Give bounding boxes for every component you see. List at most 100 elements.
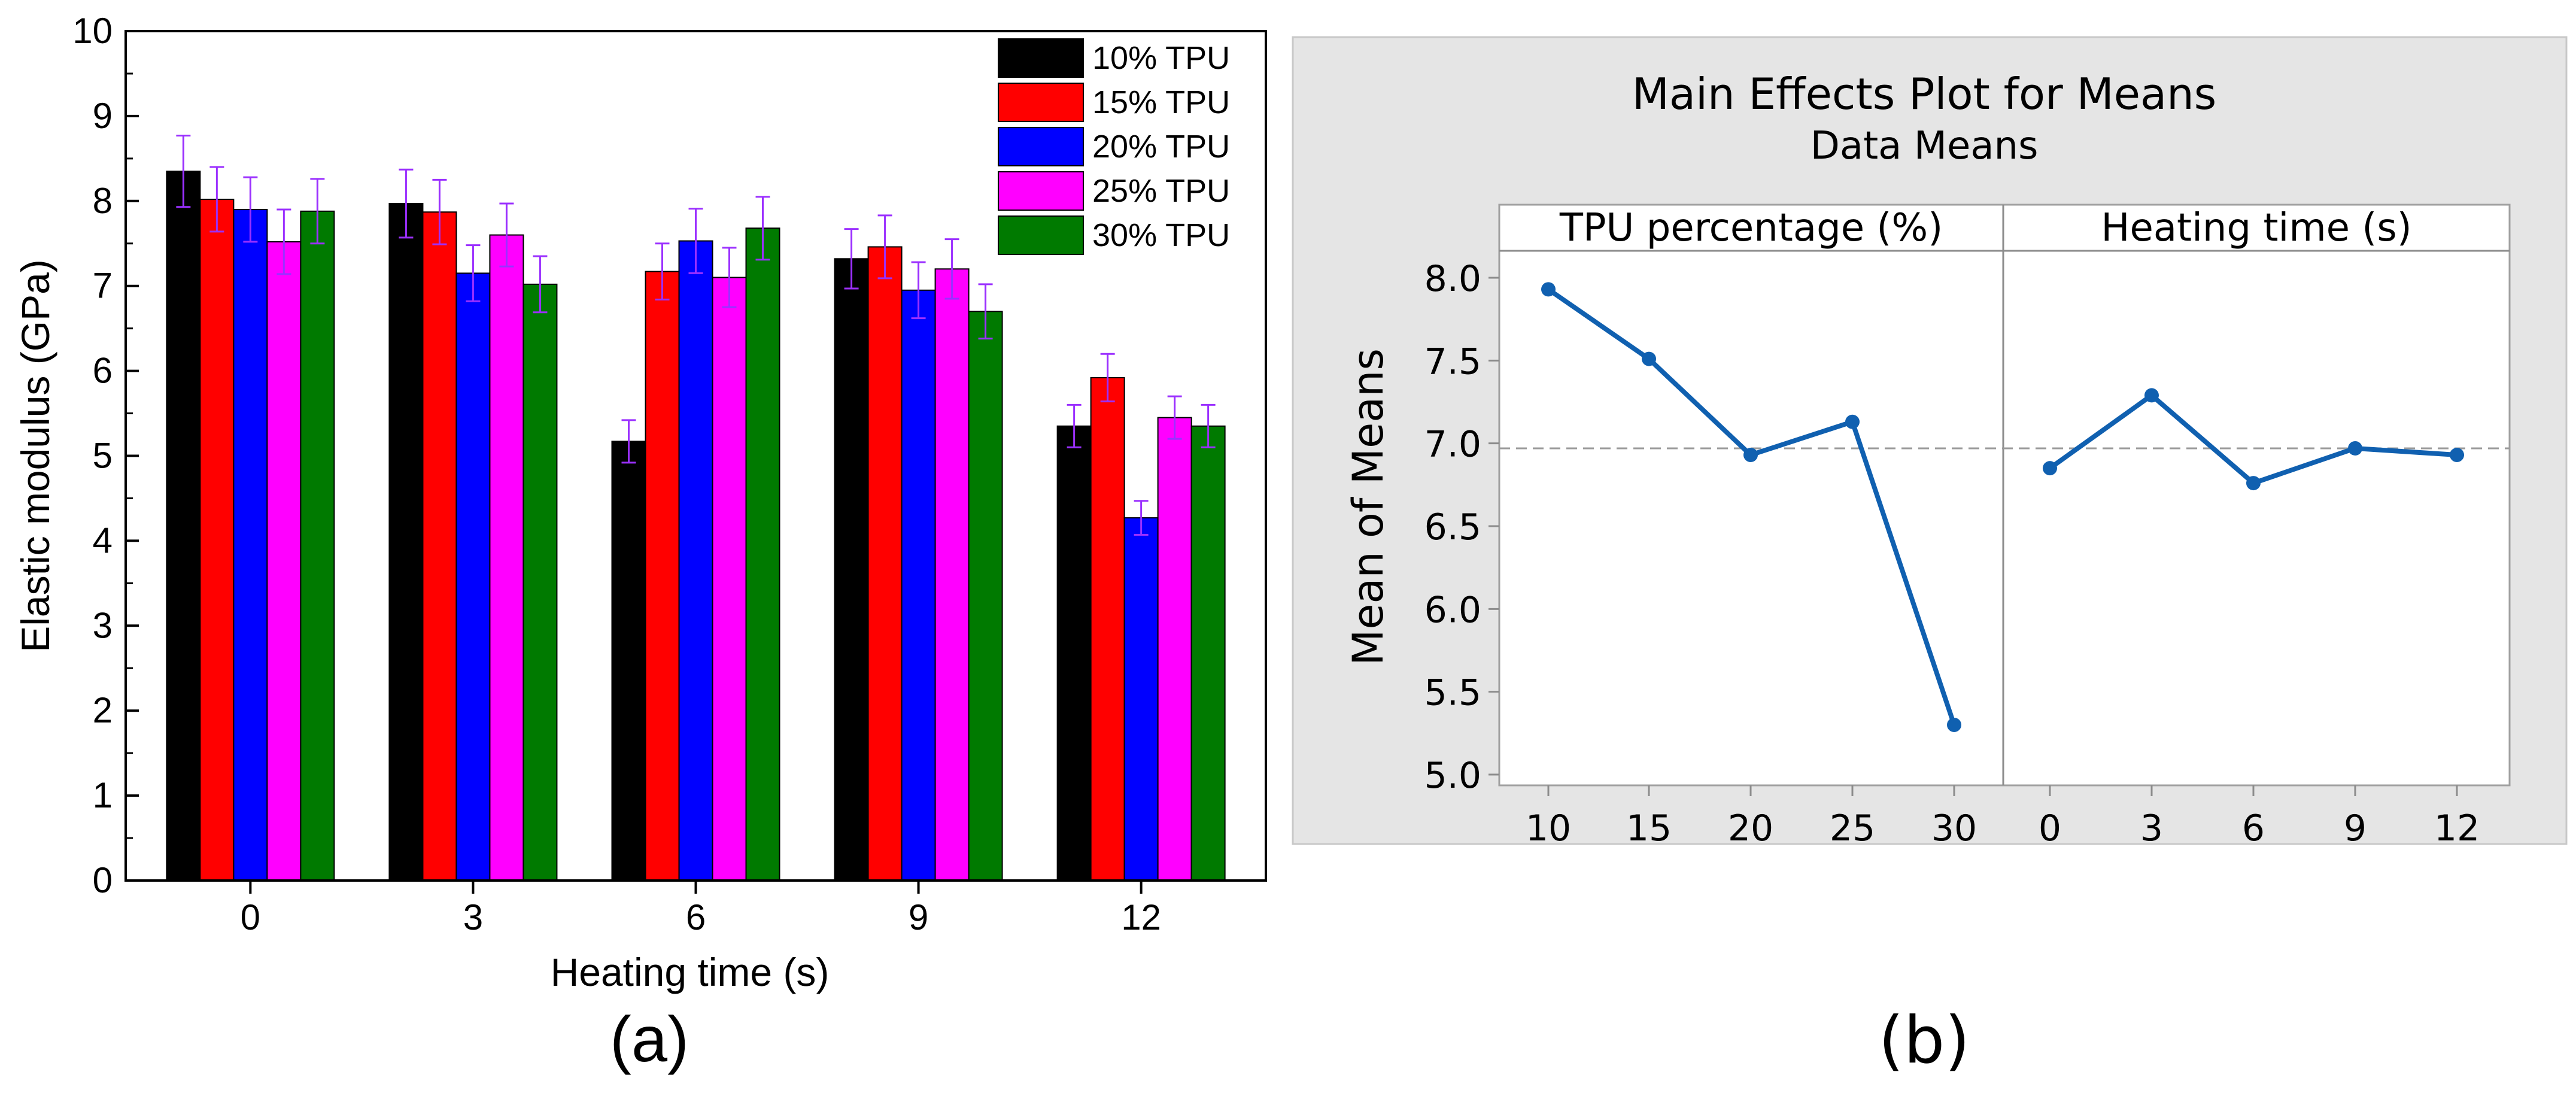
bar-30-tpu-t12 [1190, 425, 1226, 881]
data-point [2348, 441, 2362, 456]
bar-20-tpu-t12 [1123, 517, 1159, 881]
bar-15-tpu-t9 [867, 246, 903, 881]
x-tick-label: 10 [1526, 807, 1571, 849]
main-effects-svg: Main Effects Plot for Means Data Means 5.0… [1292, 36, 2568, 1078]
error-bar [277, 208, 291, 275]
y-tick-label: 7 [93, 266, 113, 306]
error-bar [1134, 500, 1149, 536]
legend-swatch [998, 171, 1084, 211]
data-point [1947, 718, 1961, 732]
bar-10-tpu-t0 [166, 171, 201, 881]
error-bar [310, 178, 325, 245]
data-point [1845, 414, 1860, 429]
error-bar [466, 244, 481, 302]
y-tick-label: 5.5 [1424, 672, 1481, 714]
y-tick-label: 10 [72, 11, 113, 51]
data-point [2144, 388, 2159, 403]
y-tick-label: 6 [93, 351, 113, 391]
error-bar [209, 166, 224, 233]
x-tick-label: 9 [909, 897, 928, 937]
error-bar [432, 178, 447, 245]
error-bar [688, 208, 703, 274]
y-tick-label: 6.0 [1424, 589, 1481, 631]
data-point [1541, 282, 1556, 297]
error-bar [243, 176, 258, 243]
y-tick-label: 7.0 [1424, 424, 1481, 466]
bar-10-tpu-t6 [611, 441, 646, 881]
x-tick-label: 9 [2344, 807, 2367, 849]
y-tick-label: 1 [93, 775, 113, 815]
bar-30-tpu-t3 [523, 283, 558, 881]
legend-swatch [998, 83, 1084, 122]
x-tick-label: 15 [1626, 807, 1672, 849]
error-bar [911, 261, 926, 320]
bar-25-tpu-t6 [712, 277, 747, 881]
error-bar [755, 196, 770, 261]
error-bar [978, 283, 993, 340]
data-point [1743, 448, 1758, 463]
y-tick-label: 3 [93, 605, 113, 645]
panel-header-label: Heating time (s) [2101, 206, 2411, 250]
x-tick-label: 3 [2140, 807, 2163, 849]
legend-label: 25% TPU [1092, 173, 1230, 209]
bar-15-tpu-t0 [199, 198, 235, 881]
x-tick-label: 12 [1121, 897, 1161, 937]
bar-10-tpu-t9 [834, 258, 869, 881]
bar-25-tpu-t0 [266, 241, 302, 881]
bar-20-tpu-t3 [455, 272, 491, 882]
bar-10-tpu-t3 [388, 203, 424, 881]
panel-label-a: (a) [610, 1003, 689, 1075]
x-tick-label: 20 [1728, 807, 1773, 849]
x-tick-label: 25 [1830, 807, 1875, 849]
x-tick-label: 6 [686, 897, 706, 937]
data-point [2043, 461, 2057, 476]
x-tick-label: 12 [2434, 807, 2480, 849]
error-bar [877, 214, 892, 280]
bar-20-tpu-t9 [901, 289, 936, 882]
bar-30-tpu-t6 [745, 227, 780, 881]
error-bar [1067, 403, 1082, 448]
data-point [2450, 448, 2464, 463]
error-bar [621, 419, 636, 464]
y-tick-label: 9 [93, 96, 113, 136]
x-tick-label: 6 [2242, 807, 2265, 849]
y-tick-label: 7.5 [1424, 341, 1481, 382]
error-bar [722, 247, 737, 308]
plot-area [1498, 204, 2511, 787]
legend-swatch [998, 215, 1084, 255]
bar-15-tpu-t3 [422, 211, 457, 882]
x-tick-label: 0 [241, 897, 260, 937]
error-bar [533, 255, 548, 314]
data-point [1642, 351, 1656, 366]
bar-chart-panel-a: 0 1 2 3 4 5 6 7 8 9 10 0 3 6 9 12 Heating time (s) Elasti… [0, 0, 1287, 1096]
error-bar [1201, 403, 1216, 448]
error-bar [399, 168, 414, 239]
y-tick-label: 0 [93, 860, 113, 900]
main-effects-panel-b: Main Effects Plot for Means Data Means 5.0… [1287, 0, 2576, 1096]
data-point [2246, 476, 2261, 491]
x-axis-label: Heating time (s) [551, 950, 830, 994]
panel-label-b: (b) [1879, 1003, 1970, 1078]
y-tick-label: 8 [93, 181, 113, 221]
bar-15-tpu-t12 [1090, 377, 1125, 881]
bar-15-tpu-t6 [645, 271, 680, 881]
y-axis-label: Elastic modulus (GPa) [13, 259, 57, 652]
x-tick-label: 30 [1931, 807, 1977, 849]
bar-20-tpu-t0 [233, 208, 268, 881]
bar-25-tpu-t12 [1157, 417, 1192, 881]
bar-25-tpu-t9 [934, 268, 970, 881]
error-bar [844, 228, 859, 290]
legend-swatch [998, 38, 1084, 78]
y-tick-label: 6.5 [1424, 506, 1481, 548]
y-tick-label: 2 [93, 690, 113, 730]
error-bar [1100, 353, 1115, 403]
legend-label: 15% TPU [1092, 84, 1230, 120]
x-tick-label: 3 [463, 897, 483, 937]
y-axis-label: Mean of Means [1344, 348, 1393, 666]
legend-swatch [998, 127, 1084, 166]
panel-header-label: TPU percentage (%) [1559, 206, 1943, 250]
legend-label: 30% TPU [1092, 217, 1230, 253]
y-tick-label: 5 [93, 436, 113, 476]
x-tick-label: 0 [2039, 807, 2061, 849]
